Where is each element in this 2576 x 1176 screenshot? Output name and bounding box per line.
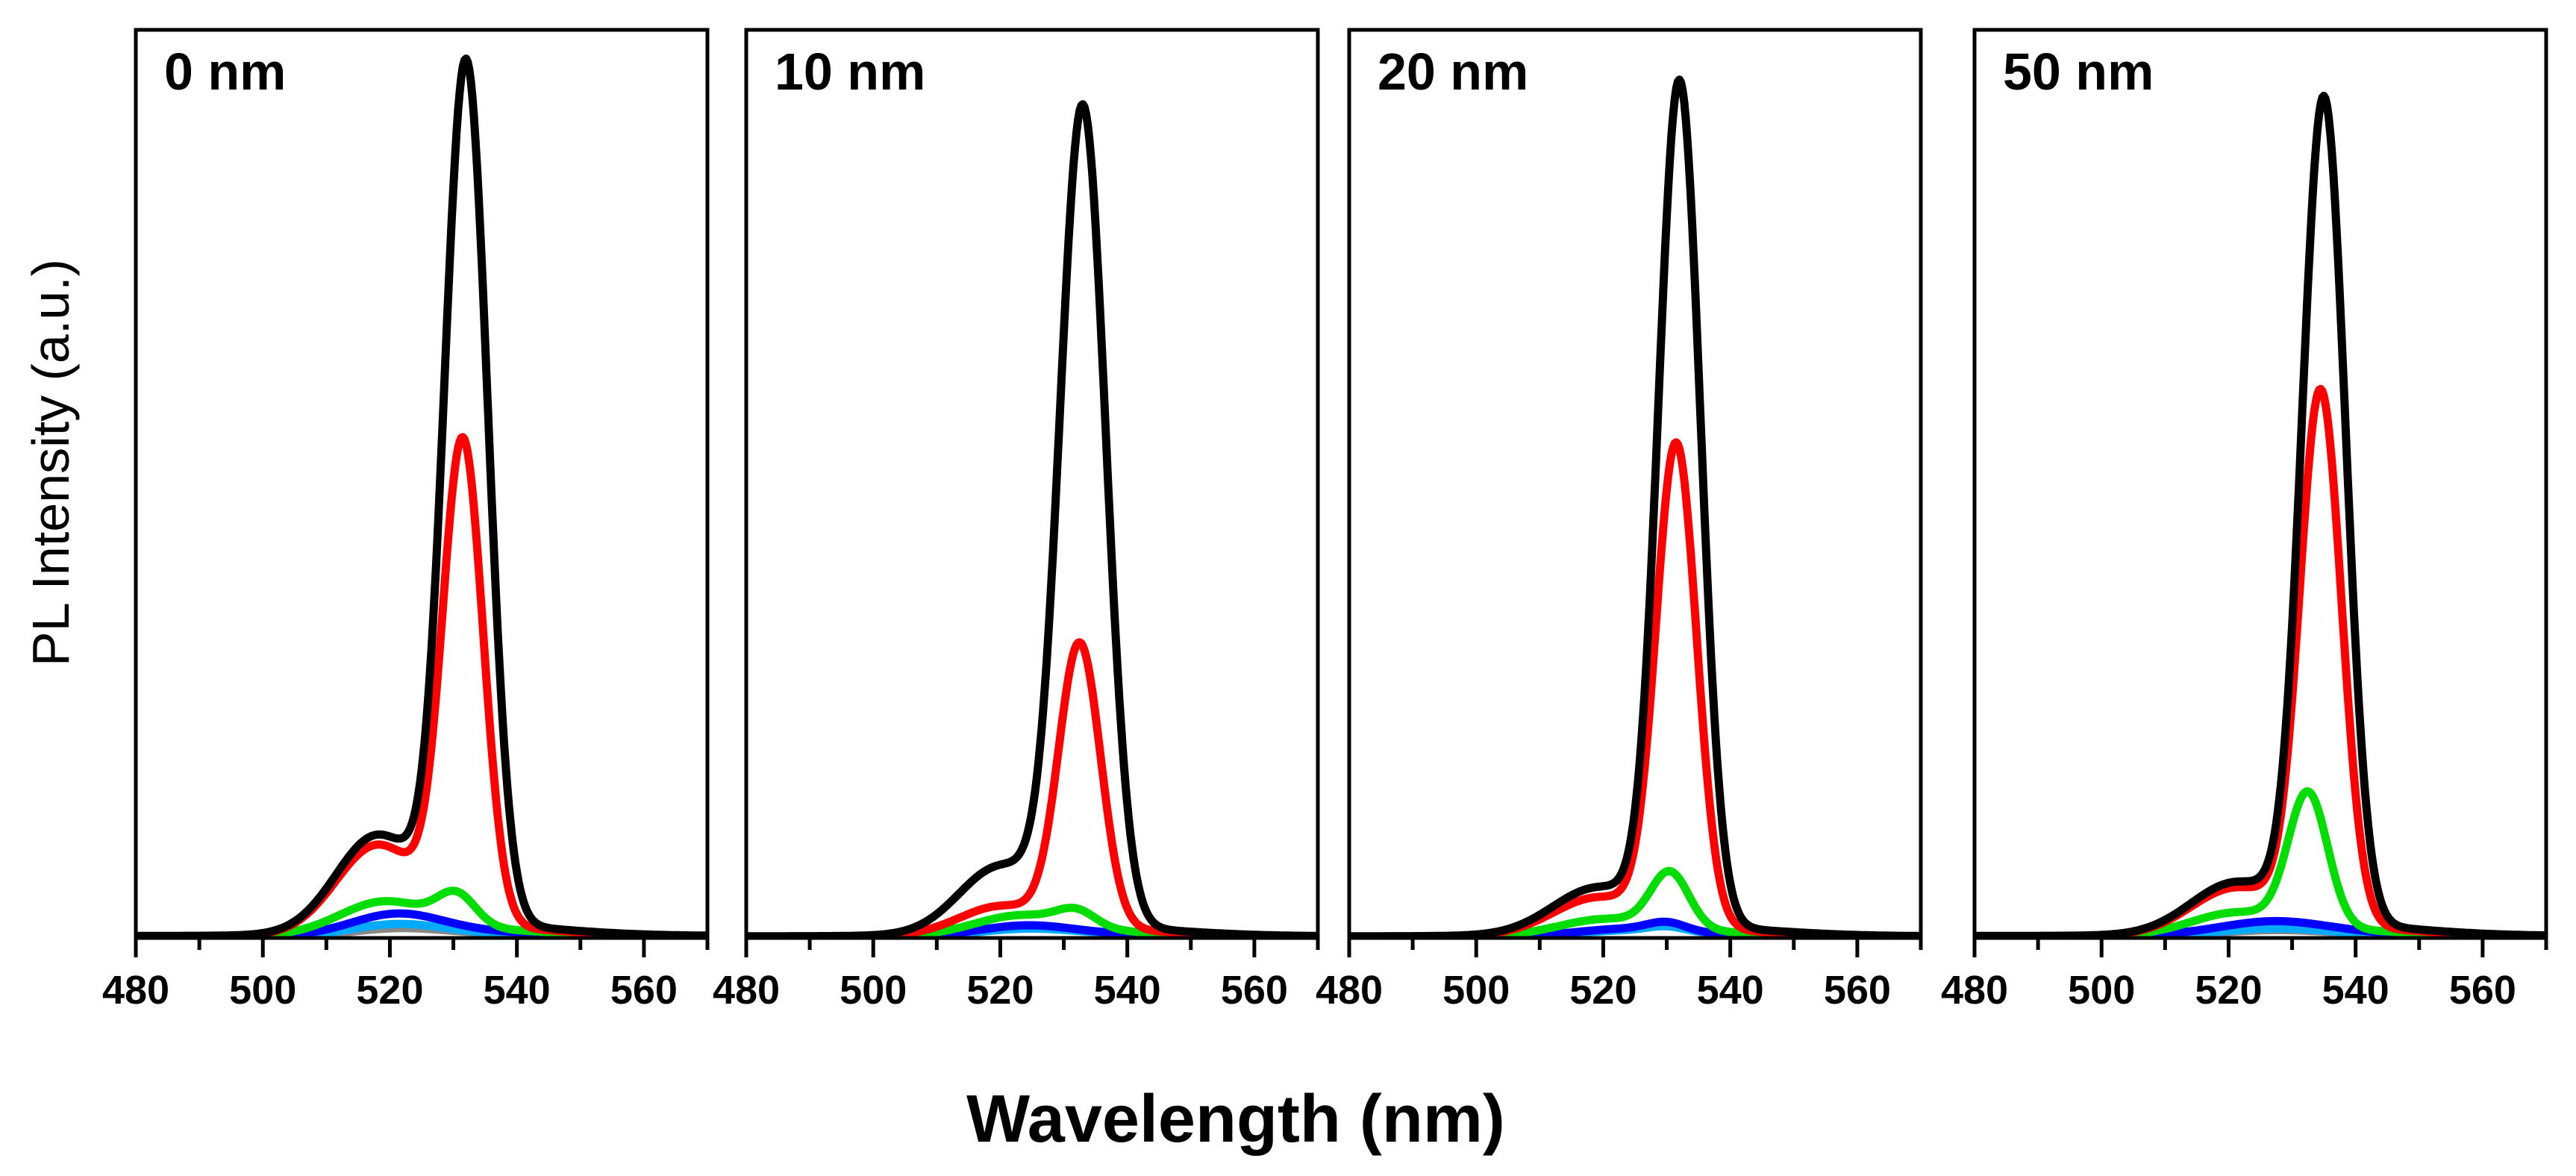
plot-frame — [1347, 28, 1923, 940]
series-black — [1975, 91, 2546, 938]
panel-title: 10 nm — [775, 43, 925, 101]
panel-title: 0 nm — [164, 43, 286, 101]
x-tick-label: 540 — [484, 968, 551, 1013]
x-tick-label: 500 — [840, 968, 907, 1013]
x-tick-label: 520 — [2195, 968, 2262, 1013]
x-tick-label: 520 — [356, 968, 423, 1013]
series-black — [746, 100, 1318, 938]
panel-20nm: 480 500 520 540 560 20 nm — [1316, 28, 1923, 1013]
x-tick-label: 520 — [1569, 968, 1636, 1013]
plot-frame — [1972, 28, 2548, 940]
x-tick-label: 540 — [1094, 968, 1161, 1013]
x-tick-label: 480 — [102, 968, 169, 1013]
x-tick-label: 480 — [1941, 968, 2008, 1013]
series-black — [136, 54, 707, 938]
x-tick-label: 480 — [713, 968, 780, 1013]
x-tick-label: 560 — [1221, 968, 1288, 1013]
panel-50nm: 480 500 520 540 560 50 nm — [1941, 28, 2548, 1013]
x-axis-label: Wavelength (nm) — [966, 1082, 1505, 1157]
x-tick-label: 520 — [966, 968, 1034, 1013]
y-axis-label: PL Intensity (a.u.) — [22, 259, 80, 666]
plot-frame — [744, 28, 1320, 940]
x-tick-label: 540 — [2322, 968, 2389, 1013]
panel-10nm: 480 500 520 540 560 10 nm — [713, 28, 1320, 1013]
panel-0nm: 480 500 520 540 560 0 nm — [102, 28, 710, 1013]
x-tick-label: 500 — [229, 968, 296, 1013]
x-tick-label: 560 — [2449, 968, 2516, 1013]
x-tick-label: 500 — [1442, 968, 1510, 1013]
x-tick-label: 560 — [610, 968, 678, 1013]
x-tick-label: 560 — [1824, 968, 1891, 1013]
plot-frame — [134, 28, 710, 940]
panel-title: 20 nm — [1378, 43, 1528, 101]
panel-title: 50 nm — [2003, 43, 2154, 101]
x-tick-label: 500 — [2068, 968, 2135, 1013]
series-black — [1349, 75, 1921, 938]
x-tick-label: 540 — [1697, 968, 1764, 1013]
x-tick-label: 480 — [1316, 968, 1383, 1013]
